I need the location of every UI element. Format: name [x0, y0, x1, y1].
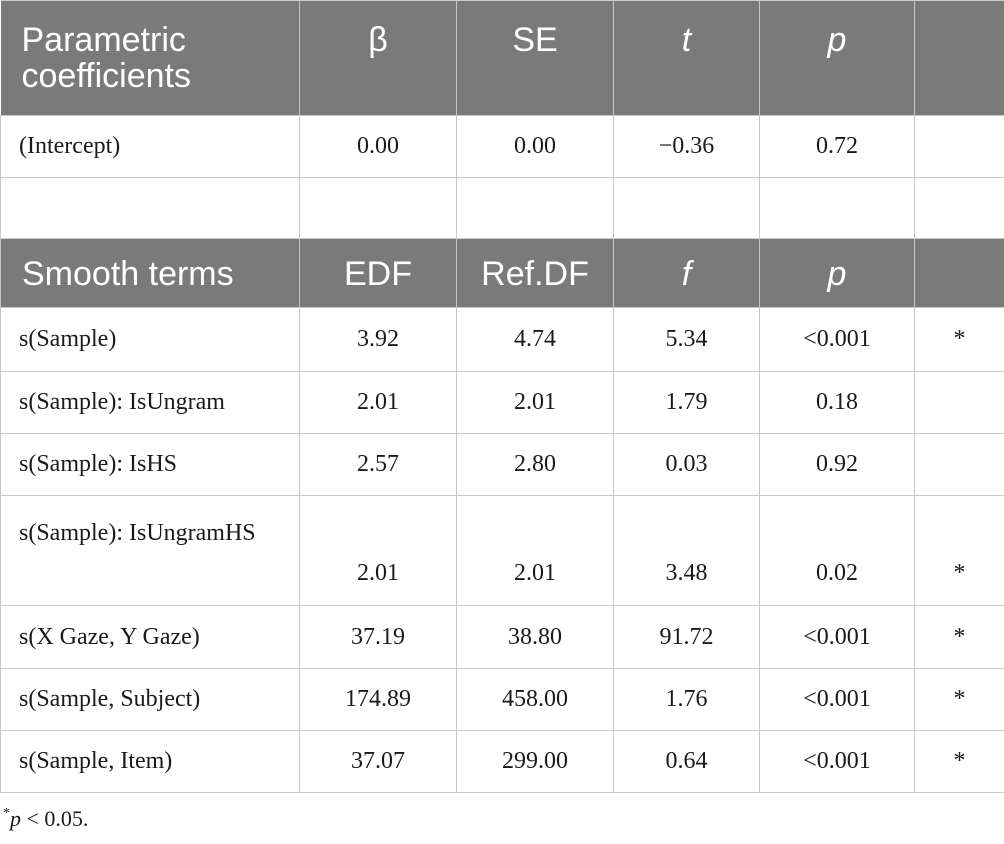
empty-cell	[456, 177, 614, 239]
table-row: (Intercept) 0.00 0.00 −0.36 0.72	[0, 115, 1004, 178]
value-cell: 2.80	[456, 433, 614, 496]
table-row: s(Sample, Item) 37.07 299.00 0.64 <0.001…	[0, 730, 1004, 793]
smooth-terms-heading: Smooth terms	[0, 238, 300, 308]
term-cell: s(Sample): IsUngramHS	[0, 495, 300, 606]
value-cell: 0.03	[613, 433, 760, 496]
footnote-star: *	[3, 806, 10, 821]
value-cell: <0.001	[759, 605, 915, 669]
t-column-header: t	[613, 0, 760, 116]
significance-cell: *	[914, 605, 1004, 669]
value-cell: 0.18	[759, 371, 915, 434]
value-cell: 5.34	[613, 307, 760, 372]
empty-cell	[0, 177, 300, 239]
beta-column-header: β	[299, 0, 457, 116]
value-cell: 3.48	[613, 495, 760, 606]
value-cell: 38.80	[456, 605, 614, 669]
table-row: s(Sample): IsHS 2.57 2.80 0.03 0.92	[0, 433, 1004, 496]
f-column-header: f	[613, 238, 760, 308]
value-cell: 458.00	[456, 668, 614, 731]
value-cell: <0.001	[759, 730, 915, 793]
empty-cell	[613, 177, 760, 239]
value-cell: 174.89	[299, 668, 457, 731]
value-cell: 2.57	[299, 433, 457, 496]
value-cell: <0.001	[759, 668, 915, 731]
significance-cell	[914, 115, 1004, 178]
value-cell: 0.02	[759, 495, 915, 606]
value-cell: 0.92	[759, 433, 915, 496]
parametric-header-row: Parametric coefficients β SE t p	[0, 0, 1004, 116]
value-cell: 4.74	[456, 307, 614, 372]
term-cell: s(Sample): IsHS	[0, 433, 300, 496]
table-row: s(Sample, Subject) 174.89 458.00 1.76 <0…	[0, 668, 1004, 731]
footnote-threshold: < 0.05.	[21, 806, 89, 831]
term-cell: s(Sample)	[0, 307, 300, 372]
value-cell: 0.64	[613, 730, 760, 793]
significance-cell	[914, 433, 1004, 496]
table-row: s(Sample): IsUngram 2.01 2.01 1.79 0.18	[0, 371, 1004, 434]
significance-cell: *	[914, 730, 1004, 793]
gam-results-table: Parametric coefficients β SE t p (Interc…	[0, 0, 1004, 793]
value-cell: 2.01	[456, 495, 614, 606]
term-cell: s(Sample, Item)	[0, 730, 300, 793]
value-cell: 299.00	[456, 730, 614, 793]
value-cell: 37.07	[299, 730, 457, 793]
value-cell: 1.79	[613, 371, 760, 434]
spacer-row	[0, 177, 1004, 239]
term-cell: s(Sample, Subject)	[0, 668, 300, 731]
value-cell: −0.36	[613, 115, 760, 178]
significance-column-header	[914, 238, 1004, 308]
parametric-coefficients-heading: Parametric coefficients	[0, 0, 300, 116]
value-cell: 1.76	[613, 668, 760, 731]
value-cell: 3.92	[299, 307, 457, 372]
p-column-header: p	[759, 0, 915, 116]
value-cell: 2.01	[299, 495, 457, 606]
significance-column-header	[914, 0, 1004, 116]
value-cell: <0.001	[759, 307, 915, 372]
value-cell: 0.00	[299, 115, 457, 178]
edf-column-header: EDF	[299, 238, 457, 308]
value-cell: 0.00	[456, 115, 614, 178]
value-cell: 2.01	[299, 371, 457, 434]
se-column-header: SE	[456, 0, 614, 116]
table-row: s(Sample) 3.92 4.74 5.34 <0.001 *	[0, 307, 1004, 372]
footnote-p: p	[10, 806, 21, 831]
empty-cell	[759, 177, 915, 239]
empty-cell	[299, 177, 457, 239]
significance-cell: *	[914, 668, 1004, 731]
significance-cell: *	[914, 495, 1004, 606]
refdf-column-header: Ref.DF	[456, 238, 614, 308]
p-column-header: p	[759, 238, 915, 308]
value-cell: 37.19	[299, 605, 457, 669]
value-cell: 2.01	[456, 371, 614, 434]
smooth-header-row: Smooth terms EDF Ref.DF f p	[0, 238, 1004, 308]
significance-cell: *	[914, 307, 1004, 372]
term-cell: s(Sample): IsUngram	[0, 371, 300, 434]
value-cell: 91.72	[613, 605, 760, 669]
term-cell: (Intercept)	[0, 115, 300, 178]
term-cell: s(X Gaze, Y Gaze)	[0, 605, 300, 669]
value-cell: 0.72	[759, 115, 915, 178]
significance-cell	[914, 371, 1004, 434]
empty-cell	[914, 177, 1004, 239]
significance-footnote: *p < 0.05.	[3, 806, 88, 832]
table-row: s(Sample): IsUngramHS 2.01 2.01 3.48 0.0…	[0, 495, 1004, 606]
table-row: s(X Gaze, Y Gaze) 37.19 38.80 91.72 <0.0…	[0, 605, 1004, 669]
